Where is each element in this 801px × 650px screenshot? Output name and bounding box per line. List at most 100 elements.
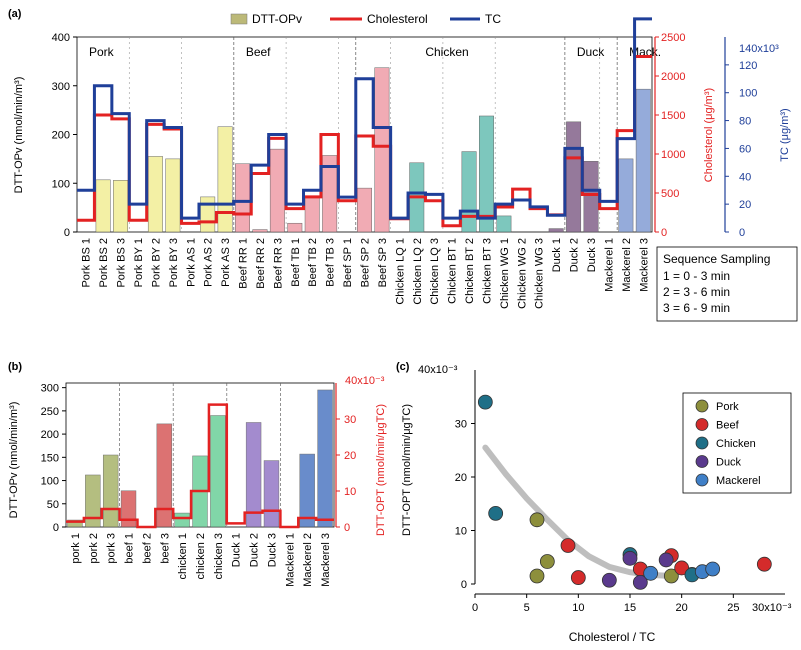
x-tick-label: Beef TB 1	[290, 238, 302, 287]
sequence-note-title: Sequence Sampling	[663, 252, 770, 266]
x-tick-label: Pork AS 1	[185, 238, 197, 287]
ytick-chol-label: 2500	[661, 32, 685, 44]
scatter-point	[477, 394, 493, 410]
dtt-bar	[357, 187, 372, 233]
xtick-label: 10	[572, 602, 584, 614]
ytick-label: 30	[455, 419, 467, 431]
group-label: Chicken	[425, 45, 468, 59]
legend-swatch-dtt	[230, 13, 248, 25]
scatter-point	[756, 556, 772, 572]
scatter-point	[488, 505, 504, 521]
x-tick-label: Pork AS 2	[203, 238, 215, 287]
sequence-note-line: 2 = 3 - 6 min	[663, 285, 730, 299]
ytick-right-label: 20	[344, 450, 356, 462]
y-axis-label-chol: Cholesterol (μg/m³)	[703, 88, 715, 182]
dtt-bar	[496, 215, 512, 233]
dtt-bar	[120, 490, 137, 528]
ytick-left-label: 100	[52, 178, 70, 190]
x-tick-label: Pork BY 3	[168, 238, 180, 287]
dtt-bar	[618, 158, 634, 233]
ytick-left-label: 150	[41, 452, 59, 464]
x-tick-label: Chicken BT 2	[464, 238, 476, 304]
x-tick-label: Duck 2	[249, 533, 261, 567]
xtick-label: 20	[676, 602, 688, 614]
ytick-chol-label: 1000	[661, 149, 685, 161]
x-tick-label: chicken 3	[213, 533, 225, 579]
scatter-point	[632, 574, 648, 590]
x-tick-label: Beef SP 1	[342, 238, 354, 287]
ytick-left-label: 200	[41, 429, 59, 441]
x-axis-label: Cholesterol / TC	[569, 630, 656, 644]
dtt-bar	[165, 158, 181, 233]
x-tick-label: Duck 1	[551, 238, 563, 272]
ytick-left-label: 300	[52, 81, 70, 93]
scatter-point	[658, 552, 674, 568]
ytick-tc-label: 120	[739, 60, 757, 72]
xtick-label: 0	[472, 602, 478, 614]
legend-label: Duck	[716, 457, 742, 469]
panel-b-label: (b)	[8, 361, 22, 373]
x-tick-label: pork 1	[70, 533, 82, 564]
tc-line	[77, 17, 652, 220]
group-label: Duck	[577, 45, 605, 59]
dtt-bar	[85, 474, 101, 528]
x-tick-label: Beef RR 2	[255, 238, 267, 289]
x-tick-label: Mackerel 1	[284, 533, 296, 587]
ytick-chol-label: 0	[661, 227, 667, 239]
y-multiplier: 40x10⁻³	[418, 364, 458, 376]
ytick-tc-label: 20	[739, 199, 751, 211]
dtt-bar	[67, 519, 83, 528]
scatter-point	[570, 570, 586, 585]
xtick-label: 15	[624, 602, 636, 614]
x-tick-label: Beef SP 2	[360, 238, 372, 287]
x-tick-label: beef 2	[141, 533, 153, 564]
x-tick-label: chicken 1	[177, 533, 189, 579]
dtt-bar	[174, 512, 190, 528]
dtt-opt-line	[66, 403, 334, 529]
legend-label: DTT-OPv	[252, 12, 302, 26]
legend-marker	[695, 436, 709, 450]
ytick-chol-label: 500	[661, 188, 679, 200]
dtt-bar	[200, 196, 216, 233]
y-axis-label-right: DTT-OPT (nmol/min/μgTC)	[375, 404, 387, 536]
x-tick-label: Pork BS 1	[81, 238, 93, 288]
legend-a: DTT-OPv Cholesterol TC	[230, 12, 501, 26]
ytick-left-label: 50	[47, 499, 59, 511]
scatter-point	[529, 512, 545, 528]
scatter-point	[674, 560, 690, 576]
y-axis-label-left: DTT-OPv (nmol/min/m³)	[13, 77, 25, 194]
x-tick-label: Duck 1	[231, 533, 243, 567]
fit-curve	[482, 444, 675, 579]
ytick-tc-label: 80	[739, 116, 751, 128]
scatter-point	[663, 568, 679, 584]
dtt-bar	[252, 229, 268, 233]
dtt-bar	[245, 422, 262, 528]
x-multiplier: 30x10⁻³	[752, 602, 792, 614]
x-tick-label: Beef SP 3	[377, 238, 389, 287]
right-multiplier: 40x10⁻³	[345, 375, 385, 387]
x-tick-label: Mackerel 3	[320, 533, 332, 587]
scatter-point	[705, 561, 721, 577]
dtt-bar	[263, 460, 280, 528]
dtt-bar	[548, 228, 564, 233]
ytick-left-label: 100	[41, 476, 59, 488]
ytick-chol-label: 1500	[661, 110, 685, 122]
legend-marker	[695, 455, 709, 468]
ytick-tc-label: 100	[739, 88, 757, 100]
ytick-left-label: 250	[41, 406, 59, 418]
x-tick-label: Mackerel 3	[638, 238, 650, 292]
tc-multiplier: 140x10³	[739, 43, 779, 55]
legend-label: Cholesterol	[367, 12, 428, 26]
x-tick-label: Mackerel 1	[603, 238, 615, 292]
dtt-bar	[217, 126, 233, 233]
dtt-bar	[156, 423, 172, 528]
dtt-bar	[95, 179, 111, 233]
ytick-tc-label: 60	[739, 143, 751, 155]
x-tick-label: pork 3	[106, 533, 118, 564]
ytick-right-label: 10	[344, 486, 356, 498]
ytick-left-label: 400	[52, 32, 70, 44]
x-tick-label: Mackerel 2	[621, 238, 633, 292]
x-tick-label: Chicken BT 3	[481, 238, 493, 304]
